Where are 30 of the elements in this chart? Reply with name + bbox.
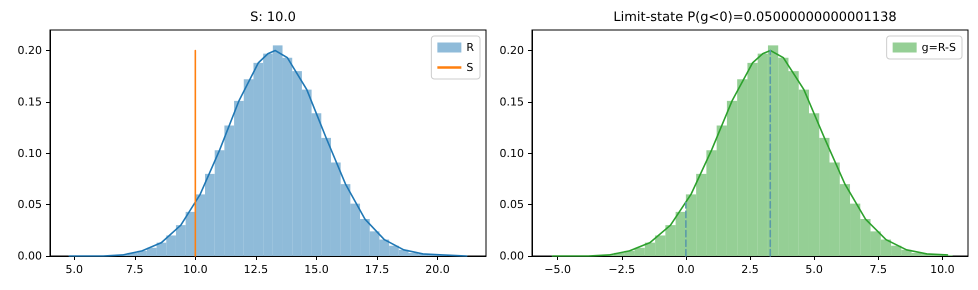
x-tick-label: 5.0 (805, 263, 823, 276)
chart-title: Limit-state P(g<0)=0.05000000000001138 (613, 10, 897, 25)
x-tick-label: 10.0 (183, 263, 208, 276)
y-tick-label: 0.00 (500, 250, 524, 262)
x-tick-label: 12.5 (244, 263, 268, 276)
x-tick-label: 2.5 (741, 263, 759, 276)
y-tick-label: 0.05 (500, 198, 524, 212)
line-series (68, 50, 468, 257)
y-tick-label: 0.15 (18, 95, 42, 108)
x-tick-label: 17.5 (364, 263, 390, 276)
x-tick-label: 7.5 (126, 263, 144, 276)
legend-label: S (466, 61, 474, 74)
x-tick-label: 5.0 (65, 263, 83, 276)
y-tick-label: 0.00 (18, 250, 42, 262)
y-tick-label: 0.10 (18, 146, 42, 160)
y-tick-label: 0.10 (500, 146, 524, 160)
x-tick-label: 10.0 (930, 263, 955, 276)
x-tick-label: 7.5 (869, 263, 887, 276)
x-tick-label: 0.0 (677, 263, 695, 276)
chart-title: S: 10.0 (250, 10, 296, 25)
y-tick-label: 0.15 (500, 95, 524, 108)
x-tick-label: −5.0 (544, 263, 572, 276)
x-tick-label: −2.5 (608, 263, 636, 276)
x-tick-label: 20.0 (425, 263, 450, 276)
y-tick-label: 0.20 (18, 44, 42, 58)
legend-label: R (466, 41, 474, 54)
x-tick-label: 15.0 (304, 263, 329, 276)
legend-label: g=R-S (922, 41, 956, 54)
y-tick-label: 0.20 (500, 44, 524, 58)
y-tick-label: 0.05 (18, 198, 42, 212)
